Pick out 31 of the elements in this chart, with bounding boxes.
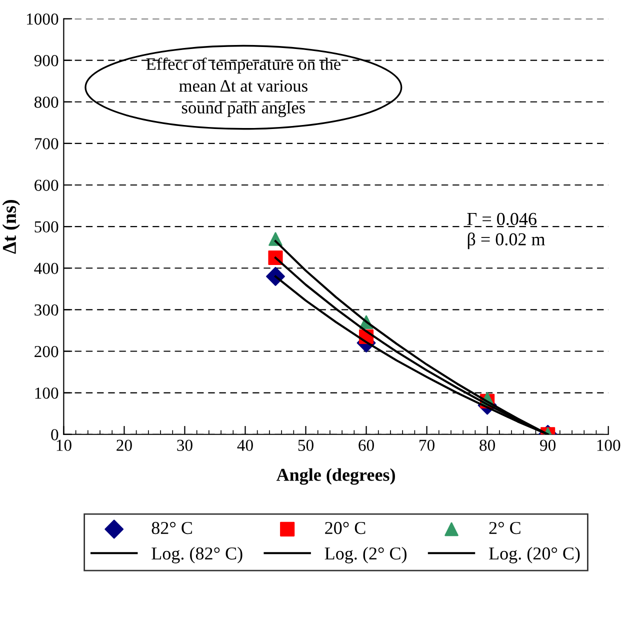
y-tick-label: 600 (34, 180, 58, 191)
legend-label: 20° C (325, 522, 366, 534)
y-tick-label: 100 (35, 388, 58, 399)
y-tick-label: 700 (34, 138, 58, 150)
x-tick-label: 40 (237, 440, 253, 451)
x-tick-label: 60 (358, 440, 374, 451)
y-axis-title: Δt (ns) (2, 200, 20, 254)
x-axis-title: Angle (degrees) (276, 468, 395, 485)
y-tick-label: 800 (34, 96, 58, 108)
x-tick-label: 10 (56, 440, 72, 451)
x-tick-label: 50 (298, 440, 314, 451)
x-tick-label: 70 (420, 440, 434, 451)
x-tick-label: 30 (177, 440, 192, 451)
x-tick-label: 90 (540, 440, 556, 451)
x-tick-label: 80 (480, 440, 496, 451)
annotation: Γ = 0.046 β = 0.02 m (467, 212, 545, 250)
y-tick-label: 300 (34, 304, 58, 316)
legend-label: Log. (82° C) (152, 546, 242, 564)
y-tick-label: 1000 (26, 13, 58, 25)
y-tick-label: 500 (34, 221, 58, 233)
legend-label: 2° C (489, 522, 520, 534)
x-tick-label: 20 (116, 440, 132, 451)
legend-label: 82° C (152, 522, 192, 534)
legend-label: Log. (2° C) (324, 546, 406, 564)
annotation: Effect of temperature on the mean Δt at various sound path angles (146, 58, 341, 118)
legend-label: Log. (20° C) (489, 546, 580, 564)
y-tick-label: 200 (34, 346, 58, 358)
y-tick-label: 900 (34, 55, 58, 66)
y-tick-label: 0 (51, 429, 58, 440)
x-tick-label: 100 (597, 440, 620, 451)
y-tick-label: 400 (34, 262, 58, 274)
